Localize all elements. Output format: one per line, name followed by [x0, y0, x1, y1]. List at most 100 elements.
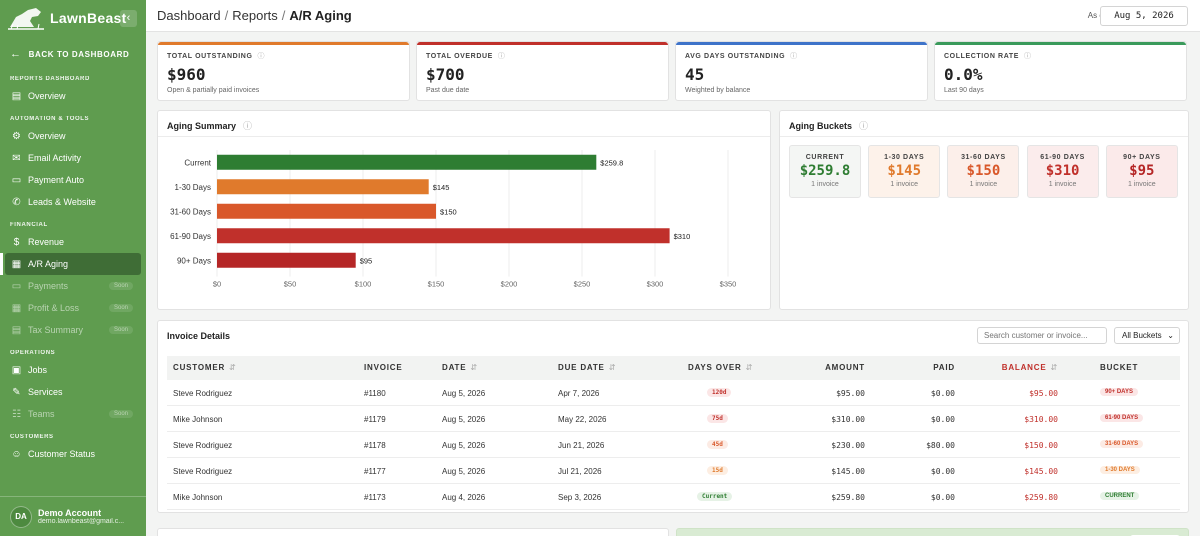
kpi-value: $700: [426, 65, 465, 84]
table-row[interactable]: Mike Johnson #1173 Aug 4, 2026 Sep 3, 2026 C…: [167, 484, 1180, 510]
cell-invoice: #1177: [364, 467, 386, 476]
account-name: Demo Account: [38, 508, 102, 518]
aging-summary-chart: $0 $50 $100 $150 $200 $250 $300 $350 Current $259…: [170, 150, 736, 289]
breadcrumb-reports[interactable]: Reports: [232, 8, 278, 23]
bar-current[interactable]: [217, 154, 597, 170]
info-icon[interactable]: ⓘ: [257, 53, 266, 60]
info-icon[interactable]: ⓘ: [790, 53, 798, 60]
column-header-bucket[interactable]: BUCKET: [1100, 363, 1138, 372]
sidebar-item-label: Profit & Loss: [28, 303, 80, 313]
column-header-label: BUCKET: [1100, 363, 1139, 372]
sidebar-item-email-activity[interactable]: ✉ Email Activity: [0, 147, 146, 169]
category-label: 61-90 Days: [170, 232, 211, 241]
column-header-label: PAID: [933, 363, 955, 372]
column-header-invoice[interactable]: INVOICE: [364, 363, 403, 372]
sort-icon[interactable]: ⇵: [1050, 363, 1058, 372]
sidebar-item-profit-loss[interactable]: ▦ Profit & Loss Soon: [0, 297, 146, 319]
as-of-date-input[interactable]: Aug 5, 2026: [1100, 6, 1188, 26]
bucket-card[interactable]: 1-30 DAYS $145 1 invoice: [868, 145, 941, 198]
sort-icon[interactable]: ⇵: [470, 363, 478, 372]
sidebar-item-revenue[interactable]: $ Revenue: [0, 231, 146, 253]
bar-value-label: $95: [360, 256, 373, 265]
sidebar-item-teams[interactable]: ☷ Teams Soon: [0, 403, 146, 425]
days-over-badge: 45d: [707, 440, 728, 449]
sidebar-item-label: Jobs: [28, 365, 48, 375]
sidebar-item-payments[interactable]: ▭ Payments Soon: [0, 275, 146, 297]
cell-amount: $145.00: [831, 467, 865, 476]
collapse-sidebar-button[interactable]: ‹: [120, 10, 137, 27]
document-icon: ▦: [11, 258, 22, 270]
people-icon: ☷: [12, 408, 21, 420]
bucket-value: $150: [966, 163, 1001, 179]
sidebar-item-a-r-aging[interactable]: ▦ A/R Aging: [0, 253, 141, 275]
sort-icon[interactable]: ⇵: [229, 363, 237, 372]
column-header-balance[interactable]: BALANCE ⇵: [1002, 363, 1058, 372]
bucket-label: 1-30 DAYS: [884, 154, 925, 161]
bucket-badge: 1-30 DAYS: [1100, 466, 1140, 474]
mail-icon: ✉: [12, 152, 21, 164]
cell-paid: $0.00: [930, 415, 955, 424]
search-input[interactable]: [977, 327, 1107, 344]
account-email: demo.lawnbeast@gmail.c...: [38, 518, 125, 525]
account-menu[interactable]: DA Demo Account demo.lawnbeast@gmail.c..…: [0, 496, 146, 536]
sort-icon[interactable]: ⇵: [745, 363, 754, 372]
column-header-paid[interactable]: PAID: [933, 363, 955, 372]
kpi-card: COLLECTION RATE ⓘ 0.0% Last 90 days: [934, 41, 1187, 101]
days-over-badge: Current: [697, 492, 733, 501]
bucket-value: $259.8: [799, 163, 851, 179]
table-row[interactable]: Mike Johnson #1179 Aug 5, 2026 May 22, 2026…: [167, 406, 1180, 432]
column-header-customer[interactable]: CUSTOMER ⇵: [173, 363, 237, 372]
aging-summary-title: Aging Summary: [167, 121, 237, 131]
sidebar-item-payment-auto[interactable]: ▭ Payment Auto: [0, 169, 146, 191]
sidebar-item-overview[interactable]: ⚙ Overview: [0, 125, 146, 147]
bucket-card[interactable]: 90+ DAYS $95 1 invoice: [1105, 145, 1178, 198]
cell-customer: Steve Rodriguez: [173, 467, 233, 476]
info-icon[interactable]: ⓘ: [1023, 53, 1032, 60]
arrow-left-icon: ←: [10, 48, 22, 60]
brand: LawnBeast ‹: [0, 0, 146, 36]
bucket-card[interactable]: 61-90 DAYS $310 1 invoice: [1026, 145, 1099, 198]
column-header-amount[interactable]: AMOUNT: [825, 363, 865, 372]
column-header-due-date[interactable]: DUE DATE ⇵: [558, 363, 616, 372]
kpi-value: $960: [167, 65, 206, 84]
bar-1-30-days[interactable]: [217, 179, 429, 195]
sort-icon[interactable]: ⇵: [608, 363, 617, 372]
table-row[interactable]: Steve Rodriguez #1178 Aug 5, 2026 Jun 21, 2…: [167, 432, 1180, 458]
bar-31-60-days[interactable]: [217, 203, 436, 219]
column-header-date[interactable]: DATE ⇵: [442, 363, 478, 372]
breadcrumb-dashboard[interactable]: Dashboard: [157, 8, 221, 23]
kpi-label-row: AVG DAYS OUTSTANDING ⓘ: [685, 51, 927, 61]
cell-amount: $310.00: [831, 415, 865, 424]
kpi-card: AVG DAYS OUTSTANDING ⓘ 45 Weighted by balan…: [675, 41, 928, 101]
bucket-label: 61-90 DAYS: [1040, 154, 1085, 161]
table-row[interactable]: Steve Rodriguez #1177 Aug 5, 2026 Jul 21, 2…: [167, 458, 1180, 484]
wrench-icon: ✎: [12, 386, 21, 398]
bucket-count: 1 invoice: [1127, 181, 1156, 188]
bar-value-label: $259.8: [600, 158, 623, 167]
sidebar-item-overview[interactable]: ▤ Overview: [0, 85, 146, 107]
x-tick-label: $150: [428, 280, 445, 289]
sidebar-item-customer-status[interactable]: ☺ Customer Status: [0, 443, 146, 465]
invoice-details-title: Invoice Details: [167, 331, 231, 341]
info-icon[interactable]: ⓘ: [859, 121, 869, 131]
bucket-card[interactable]: CURRENT $259.8 1 invoice: [789, 145, 861, 198]
info-icon[interactable]: ⓘ: [243, 121, 253, 131]
cell-customer: Mike Johnson: [173, 415, 223, 424]
bar-61-90-days[interactable]: [217, 228, 670, 244]
bucket-card[interactable]: 31-60 DAYS $150 1 invoice: [947, 145, 1020, 198]
kpi-accent-bar: [417, 42, 668, 45]
sidebar-item-jobs[interactable]: ▣ Jobs: [0, 359, 146, 381]
cell-due: May 22, 2026: [558, 415, 607, 424]
sidebar-item-leads-website[interactable]: ✆ Leads & Website: [0, 191, 146, 213]
info-icon[interactable]: ⓘ: [497, 53, 506, 60]
sidebar-item-services[interactable]: ✎ Services: [0, 381, 146, 403]
bucket-filter-select[interactable]: All Buckets ⌄: [1114, 327, 1180, 344]
cell-due: Jul 21, 2026: [558, 467, 602, 476]
bar-90-days[interactable]: [217, 252, 356, 268]
sidebar-item-tax-summary[interactable]: ▤ Tax Summary Soon: [0, 319, 146, 341]
top-header: Dashboard / Reports / A/R Aging As of Aug 5,…: [146, 0, 1200, 32]
table-row[interactable]: Steve Rodriguez #1180 Aug 5, 2026 Apr 7, 20…: [167, 380, 1180, 406]
back-to-dashboard-link[interactable]: ← BACK TO DASHBOARD: [0, 37, 146, 71]
bar-value-label: $310: [674, 232, 691, 241]
column-header-days-over[interactable]: DAYS OVER ⇵: [688, 363, 753, 372]
